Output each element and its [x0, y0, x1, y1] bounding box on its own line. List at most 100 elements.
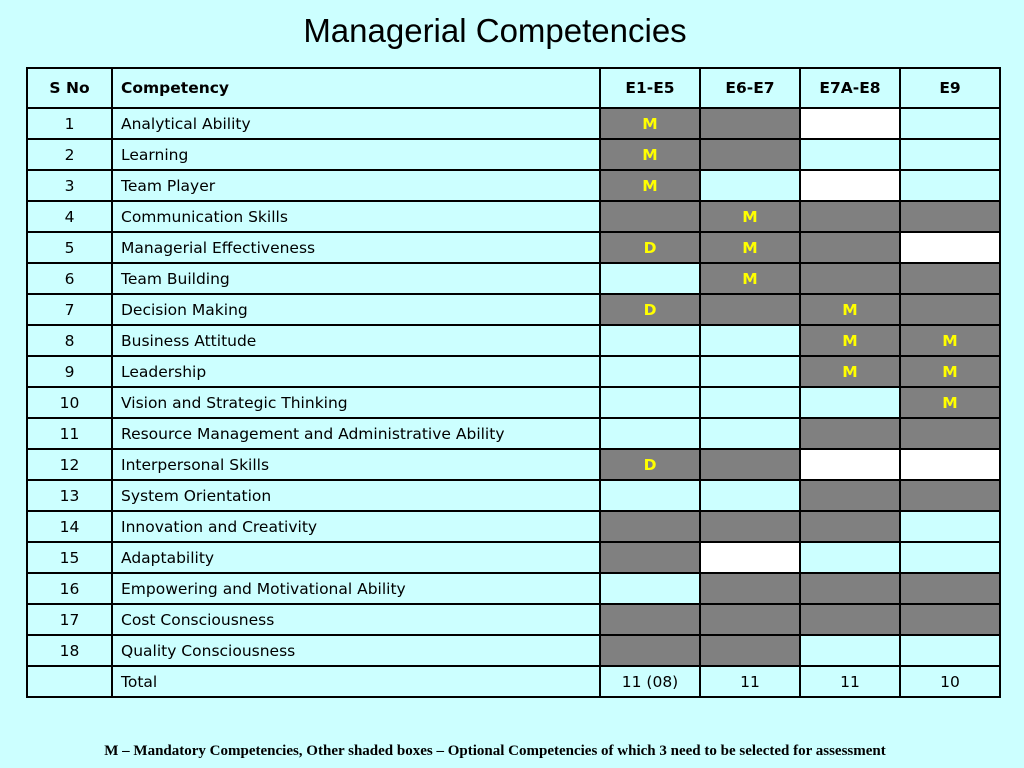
cell-e1-e5 — [599, 510, 701, 543]
table-row: 13 System Orientation — [26, 479, 1001, 512]
cell-e1-e5: D — [599, 448, 701, 481]
cell-e7a-e8 — [799, 200, 901, 233]
cell-e9 — [899, 200, 1001, 233]
total-e6-e7: 11 — [699, 665, 801, 698]
table-row: 6 Team Building M — [26, 262, 1001, 295]
cell-e7a-e8 — [799, 603, 901, 636]
header-level-e1-e5: E1-E5 — [599, 67, 701, 109]
cell-e6-e7 — [699, 634, 801, 667]
cell-e6-e7 — [699, 572, 801, 605]
table-row: 10 Vision and Strategic Thinking M — [26, 386, 1001, 419]
cell-e1-e5 — [599, 355, 701, 388]
header-row: S No Competency E1-E5 E6-E7 E7A-E8 E9 — [26, 67, 1001, 109]
header-competency: Competency — [111, 67, 601, 109]
cell-e6-e7 — [699, 138, 801, 171]
cell-e7a-e8 — [799, 107, 901, 140]
cell-e6-e7 — [699, 293, 801, 326]
cell-e9 — [899, 107, 1001, 140]
cell-e9 — [899, 541, 1001, 574]
total-sno — [26, 665, 113, 698]
row-sno: 7 — [26, 293, 113, 326]
cell-e6-e7 — [699, 541, 801, 574]
cell-e6-e7 — [699, 510, 801, 543]
cell-e9 — [899, 169, 1001, 202]
row-competency-name: Cost Consciousness — [111, 603, 601, 636]
cell-e9 — [899, 479, 1001, 512]
row-competency-name: Adaptability — [111, 541, 601, 574]
cell-e1-e5 — [599, 324, 701, 357]
cell-e7a-e8: M — [799, 355, 901, 388]
cell-e9 — [899, 603, 1001, 636]
row-competency-name: Learning — [111, 138, 601, 171]
cell-e9 — [899, 448, 1001, 481]
row-sno: 6 — [26, 262, 113, 295]
cell-e1-e5 — [599, 200, 701, 233]
cell-e7a-e8 — [799, 510, 901, 543]
row-sno: 3 — [26, 169, 113, 202]
table-row: 7 Decision Making D M — [26, 293, 1001, 326]
row-sno: 17 — [26, 603, 113, 636]
row-competency-name: Business Attitude — [111, 324, 601, 357]
row-competency-name: Communication Skills — [111, 200, 601, 233]
total-e9: 10 — [899, 665, 1001, 698]
header-sno: S No — [26, 67, 113, 109]
cell-e9 — [899, 510, 1001, 543]
row-competency-name: Team Player — [111, 169, 601, 202]
table-row: 16 Empowering and Motivational Ability — [26, 572, 1001, 605]
cell-e7a-e8 — [799, 386, 901, 419]
cell-e6-e7 — [699, 386, 801, 419]
cell-e1-e5: M — [599, 138, 701, 171]
row-competency-name: System Orientation — [111, 479, 601, 512]
table-row: 18 Quality Consciousness — [26, 634, 1001, 667]
cell-e6-e7 — [699, 169, 801, 202]
total-e1-e5: 11 (08) — [599, 665, 701, 698]
row-competency-name: Leadership — [111, 355, 601, 388]
cell-e7a-e8 — [799, 541, 901, 574]
row-sno: 1 — [26, 107, 113, 140]
row-sno: 13 — [26, 479, 113, 512]
total-row: Total 11 (08) 11 11 10 — [26, 665, 1001, 698]
row-sno: 18 — [26, 634, 113, 667]
total-e7a-e8: 11 — [799, 665, 901, 698]
cell-e9 — [899, 138, 1001, 171]
row-competency-name: Vision and Strategic Thinking — [111, 386, 601, 419]
cell-e6-e7 — [699, 324, 801, 357]
cell-e9 — [899, 634, 1001, 667]
table-row: 9 Leadership M M — [26, 355, 1001, 388]
cell-e6-e7: M — [699, 231, 801, 264]
cell-e9 — [899, 293, 1001, 326]
cell-e1-e5 — [599, 417, 701, 450]
cell-e6-e7 — [699, 107, 801, 140]
cell-e7a-e8 — [799, 572, 901, 605]
table-row: 4 Communication Skills M — [26, 200, 1001, 233]
cell-e9 — [899, 231, 1001, 264]
row-sno: 5 — [26, 231, 113, 264]
cell-e7a-e8 — [799, 169, 901, 202]
row-sno: 16 — [26, 572, 113, 605]
row-competency-name: Interpersonal Skills — [111, 448, 601, 481]
row-competency-name: Analytical Ability — [111, 107, 601, 140]
cell-e7a-e8: M — [799, 293, 901, 326]
cell-e1-e5 — [599, 479, 701, 512]
row-competency-name: Decision Making — [111, 293, 601, 326]
cell-e7a-e8 — [799, 262, 901, 295]
header-level-e7a-e8: E7A-E8 — [799, 67, 901, 109]
cell-e7a-e8: M — [799, 324, 901, 357]
cell-e9: M — [899, 324, 1001, 357]
cell-e7a-e8 — [799, 479, 901, 512]
cell-e1-e5 — [599, 386, 701, 419]
cell-e1-e5 — [599, 262, 701, 295]
cell-e7a-e8 — [799, 138, 901, 171]
table-row: 17 Cost Consciousness — [26, 603, 1001, 636]
table-row: 12 Interpersonal Skills D — [26, 448, 1001, 481]
row-sno: 10 — [26, 386, 113, 419]
cell-e9 — [899, 262, 1001, 295]
cell-e9 — [899, 572, 1001, 605]
cell-e1-e5 — [599, 603, 701, 636]
table-row: 15 Adaptability — [26, 541, 1001, 574]
cell-e1-e5: D — [599, 293, 701, 326]
cell-e1-e5: M — [599, 169, 701, 202]
cell-e6-e7: M — [699, 200, 801, 233]
cell-e7a-e8 — [799, 231, 901, 264]
